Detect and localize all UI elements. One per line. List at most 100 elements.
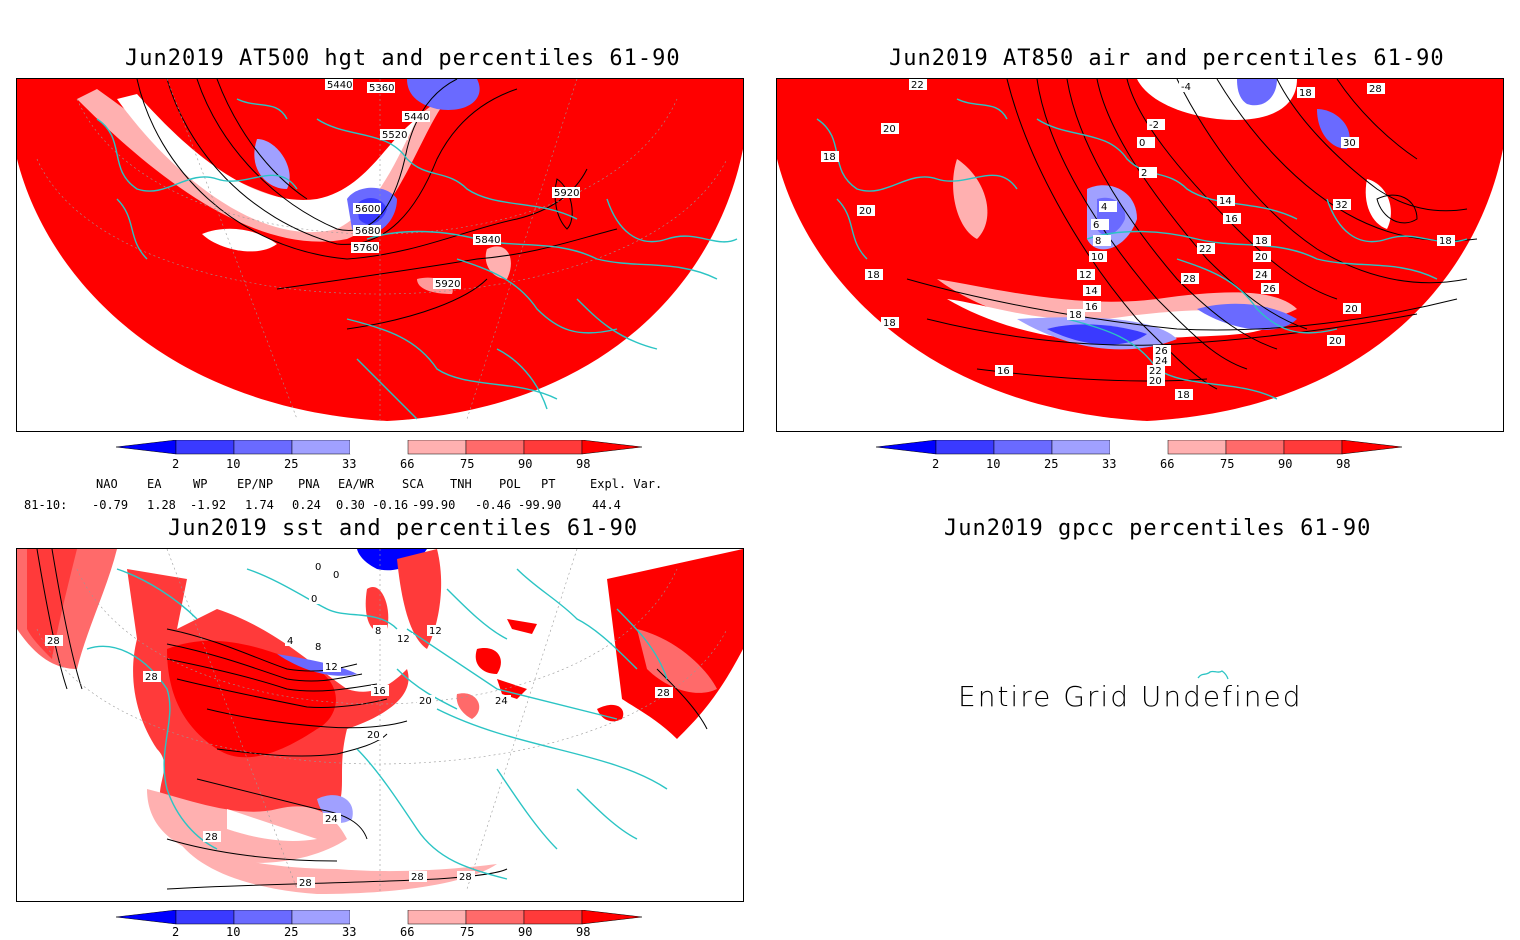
- contour-label: 28: [1369, 84, 1382, 95]
- colorbar-tick-label: 98: [576, 925, 591, 939]
- contour-label: 24: [1255, 270, 1268, 281]
- colorbar-tick-label: 66: [400, 457, 415, 471]
- sst-colorbar: [115, 909, 646, 940]
- contour-label: 5600: [355, 204, 380, 215]
- hgt-map: 5360 5440 5440 5520 5600 5680 5760 5840 …: [17, 79, 743, 431]
- contour-label: 12: [397, 634, 410, 645]
- contour-label: 20: [367, 730, 380, 741]
- contour-label: 28: [459, 872, 472, 883]
- index-header: TNH: [450, 477, 472, 491]
- gpcc-panel-title: Jun2019 gpcc percentiles 61-90: [944, 516, 1372, 541]
- index-header: PT: [541, 477, 556, 491]
- contour-label: 5440: [404, 112, 429, 123]
- colorbar-tick-label: 25: [284, 457, 299, 471]
- contour-label: 5760: [353, 243, 378, 254]
- contour-label: 22: [1199, 244, 1212, 255]
- index-value: -0.79: [92, 498, 129, 512]
- colorbar-tick-label: 2: [172, 457, 180, 471]
- contour-label: 20: [859, 206, 872, 217]
- index-header: EA: [147, 477, 162, 491]
- contour-label: 18: [1255, 236, 1268, 247]
- colorbar-tick-label: 90: [1278, 457, 1293, 471]
- contour-label: 22: [1149, 366, 1162, 377]
- contour-label: 28: [47, 636, 60, 647]
- index-header: WP: [193, 477, 208, 491]
- hgt-map-panel: 5360 5440 5440 5520 5600 5680 5760 5840 …: [16, 78, 744, 432]
- colorbar-tick-label: 2: [172, 925, 180, 939]
- contour-label: 8: [1095, 236, 1101, 247]
- index-value: 1.28: [147, 498, 176, 512]
- air-contour-labels: 22 20 18 20 18 18 -4 -2 0 2 4 6 8 10 12 …: [821, 79, 1455, 401]
- gpcc-undefined-message: Entire Grid Undefined: [958, 680, 1303, 713]
- contour-label: 18: [1439, 236, 1452, 247]
- contour-label: 0: [333, 570, 339, 581]
- air-map-panel: 22 20 18 20 18 18 -4 -2 0 2 4 6 8 10 12 …: [776, 78, 1504, 432]
- contour-label: 5680: [355, 226, 380, 237]
- contour-label: 24: [325, 814, 338, 825]
- contour-label: 12: [429, 626, 442, 637]
- index-value: 44.4: [592, 498, 621, 512]
- contour-label: 5360: [369, 83, 394, 94]
- contour-label: 18: [867, 270, 880, 281]
- contour-label: 5520: [382, 130, 407, 141]
- contour-label: 26: [1263, 284, 1276, 295]
- contour-label: 28: [411, 872, 424, 883]
- colorbar-tick-label: 75: [460, 457, 475, 471]
- contour-label: 22: [911, 80, 924, 91]
- contour-label: 20: [1149, 376, 1162, 387]
- air-colorbar: [875, 439, 1406, 480]
- colorbar-tick-label: 10: [226, 925, 241, 939]
- contour-label: 18: [1177, 390, 1190, 401]
- air-colorbar-svg: [875, 439, 1403, 455]
- contour-label: 30: [1343, 138, 1356, 149]
- contour-label: 4: [1101, 202, 1107, 213]
- sst-colorbar-svg: [115, 909, 643, 925]
- colorbar-tick-label: 2: [932, 457, 940, 471]
- colorbar-tick-label: 33: [1102, 457, 1117, 471]
- contour-label: 18: [1069, 310, 1082, 321]
- contour-label: 20: [1345, 304, 1358, 315]
- contour-label: 20: [1329, 336, 1342, 347]
- index-value: 1.74: [245, 498, 274, 512]
- contour-label: 18: [823, 152, 836, 163]
- colorbar-tick-label: 10: [986, 457, 1001, 471]
- colorbar-tick-label: 10: [226, 457, 241, 471]
- colorbar-tick-label: 66: [1160, 457, 1175, 471]
- contour-label: 10: [1091, 252, 1104, 263]
- colorbar-tick-label: 75: [460, 925, 475, 939]
- colorbar-tick-label: 25: [1044, 457, 1059, 471]
- contour-label: 12: [1079, 270, 1092, 281]
- contour-label: 8: [315, 642, 321, 653]
- colorbar-tick-label: 33: [342, 925, 357, 939]
- colorbar-tick-label: 90: [518, 925, 533, 939]
- colorbar-tick-label: 98: [1336, 457, 1351, 471]
- contour-label: 16: [997, 366, 1010, 377]
- index-value: -0.46: [475, 498, 512, 512]
- index-header: SCA: [402, 477, 424, 491]
- hgt-contour-labels: 5360 5440 5440 5520 5600 5680 5760 5840 …: [325, 79, 580, 290]
- index-row-label: 81-10:: [24, 498, 68, 512]
- index-value: -1.92: [190, 498, 227, 512]
- contour-label: 32: [1335, 200, 1348, 211]
- contour-label: 24: [1155, 356, 1168, 367]
- contour-label: 5920: [554, 188, 579, 199]
- contour-label: 14: [1219, 196, 1232, 207]
- contour-label: 28: [205, 832, 218, 843]
- contour-label: 0: [1139, 138, 1145, 149]
- colorbar-tick-label: 66: [400, 925, 415, 939]
- contour-label: 24: [495, 696, 508, 707]
- colorbar-tick-label: 33: [342, 457, 357, 471]
- contour-label: 28: [299, 878, 312, 889]
- index-header: EP/NP: [237, 477, 274, 491]
- index-value: -99.90: [412, 498, 456, 512]
- contour-label: -2: [1149, 120, 1159, 131]
- contour-label: 6: [1093, 220, 1099, 231]
- sst-map: 0 0 0 4 8 8 12 12 12 16 20 20 24 24 28 2…: [17, 549, 743, 901]
- contour-label: 16: [1085, 302, 1098, 313]
- contour-label: 5920: [435, 279, 460, 290]
- contour-label: 16: [373, 686, 386, 697]
- contour-label: 4: [287, 636, 293, 647]
- air-panel-title: Jun2019 AT850 air and percentiles 61-90: [889, 46, 1445, 71]
- contour-label: 28: [657, 688, 670, 699]
- colorbar-tick-label: 98: [576, 457, 591, 471]
